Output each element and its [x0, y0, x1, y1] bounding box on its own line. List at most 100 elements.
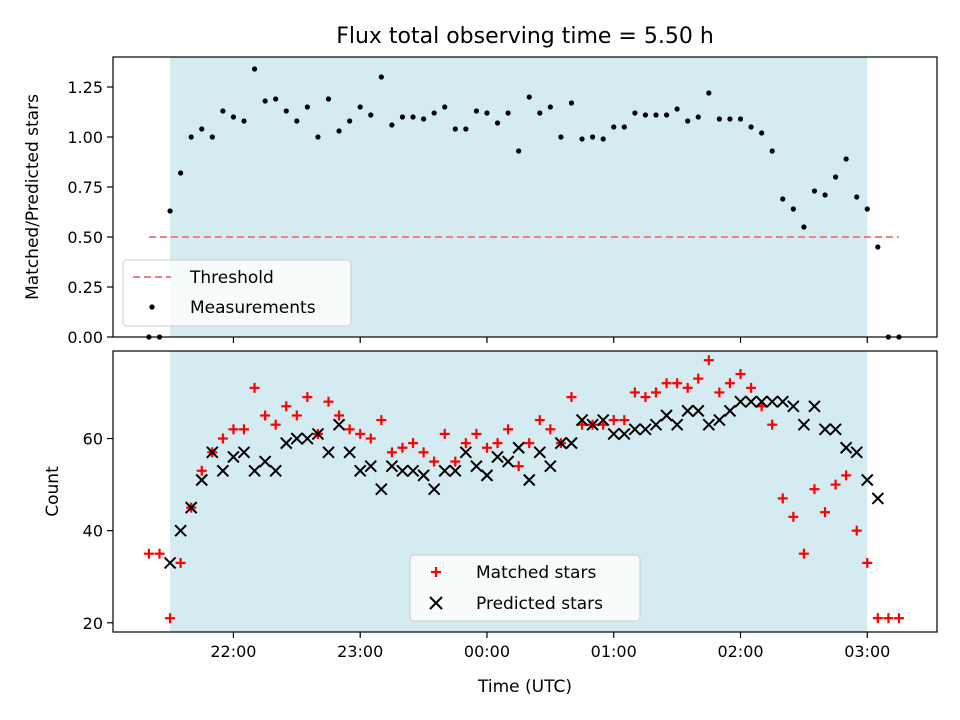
measurement-point: [716, 116, 722, 122]
matched-star-point: [376, 415, 387, 426]
predicted-star-stroke-b: [850, 446, 863, 459]
matched-star-point: [365, 433, 376, 444]
predicted-star-stroke-b: [628, 423, 642, 436]
x-tick-label: 02:00: [717, 642, 763, 661]
measurement-point: [452, 126, 458, 132]
x-tick-label: 00:00: [464, 642, 510, 661]
measurement-point: [579, 136, 585, 142]
measurement-point: [516, 148, 522, 154]
ratio-y-tick-label: 0.00: [67, 328, 103, 347]
predicted-star-point: [290, 432, 304, 445]
matched-star-point: [408, 438, 419, 449]
matched-star-point: [249, 382, 260, 393]
measurement-point: [230, 114, 237, 120]
matched-star-point: [650, 387, 661, 398]
predicted-star-point: [163, 556, 177, 570]
predicted-star-point: [850, 446, 863, 459]
predicted-star-stroke-b: [649, 418, 663, 431]
predicted-star-point: [618, 427, 631, 441]
ratio-y-axis-label: Matched/Predicted stars: [23, 94, 43, 300]
matched-star-point: [640, 392, 651, 403]
matched-star-point: [270, 419, 281, 430]
ratio-x-axis: [232, 337, 868, 343]
ratio-y-tick-label: 0.75: [67, 178, 103, 197]
predicted-star-stroke-b: [596, 413, 610, 427]
predicted-star-point: [280, 436, 293, 450]
matched-star-point: [281, 401, 292, 412]
measurement-point: [674, 106, 680, 112]
measurement-point: [632, 110, 638, 116]
matched-star-point: [661, 378, 672, 389]
matched-star-point: [841, 470, 852, 481]
matched-star-point: [746, 382, 757, 393]
count-y-axis: 20 40 60: [83, 430, 113, 633]
x-tick-label: 01:00: [591, 642, 637, 661]
matched-star-point: [344, 424, 355, 435]
predicted-star-point: [269, 464, 282, 477]
measurements-legend-label: Measurements: [190, 298, 316, 318]
measurement-point: [304, 104, 310, 110]
predicted-star-stroke-b: [787, 400, 800, 413]
predicted-star-point: [702, 418, 716, 431]
predicted-star-point: [332, 418, 346, 431]
measurement-point: [790, 206, 796, 212]
predicted-star-stroke-b: [639, 423, 652, 436]
ratio-y-tick-label: 0.25: [67, 278, 103, 297]
predicted-star-stroke-b: [861, 473, 874, 487]
measurement-point: [822, 192, 828, 198]
predicted-star-point: [554, 436, 568, 450]
matched-star-point: [566, 392, 577, 403]
predicted-star-stroke-b: [375, 482, 388, 496]
predicted-star-stroke-b: [670, 418, 684, 431]
measurement-point: [600, 136, 606, 142]
predicted-star-stroke-b: [702, 418, 716, 431]
predicted-stars-points: [163, 395, 885, 570]
measurement-point: [273, 96, 279, 102]
measurement-point: [642, 112, 649, 118]
predicted-star-point: [607, 427, 620, 441]
predicted-star-stroke-b: [755, 395, 768, 408]
matched-star-point: [703, 355, 714, 366]
measurement-point: [484, 110, 490, 116]
predicted-star-point: [375, 482, 388, 496]
count-x-axis: 22:00 23:00 00:00 01:00 02:00 03:00: [210, 632, 890, 661]
matched-star-point: [481, 442, 492, 453]
predicted-star-point: [628, 423, 642, 436]
predicted-star-stroke-b: [364, 459, 377, 473]
measurement-point: [621, 124, 627, 130]
measurement-point: [378, 74, 384, 80]
measurement-point: [442, 104, 448, 110]
predicted-star-stroke-b: [353, 464, 367, 477]
predicted-star-stroke-b: [818, 423, 832, 436]
predicted-star-point: [449, 464, 462, 477]
predicted-star-stroke-b: [734, 395, 747, 408]
ratio-y-tick-label: 1.00: [67, 128, 103, 147]
predicted-star-stroke-b: [280, 436, 293, 450]
matched-legend-swatch: [431, 567, 441, 577]
predicted-star-stroke-b: [681, 404, 694, 418]
predicted-star-stroke-b: [248, 464, 261, 477]
measurement-point: [611, 124, 617, 130]
ratio-legend: Threshold Measurements: [122, 259, 352, 327]
matched-star-point: [820, 507, 831, 518]
predicted-star-point: [670, 418, 684, 431]
predicted-star-point: [195, 473, 208, 487]
measurement-point: [368, 112, 374, 118]
predicted-star-point: [385, 459, 399, 473]
matched-star-point: [629, 387, 640, 398]
predicted-star-point: [523, 473, 536, 487]
matched-star-point: [672, 378, 683, 389]
predicted-star-point: [470, 459, 483, 473]
measurement-point: [199, 126, 205, 132]
predicted-star-point: [237, 446, 251, 459]
predicted-star-point: [839, 441, 853, 454]
predicted-star-point: [575, 413, 589, 427]
predicted-star-stroke-b: [839, 441, 853, 454]
measurement-point: [875, 244, 881, 250]
predicted-star-point: [713, 413, 726, 427]
measurements-points: [146, 66, 902, 340]
predicted-star-stroke-b: [512, 441, 525, 454]
measurement-point: [283, 108, 289, 114]
predicted-star-point: [417, 469, 430, 482]
